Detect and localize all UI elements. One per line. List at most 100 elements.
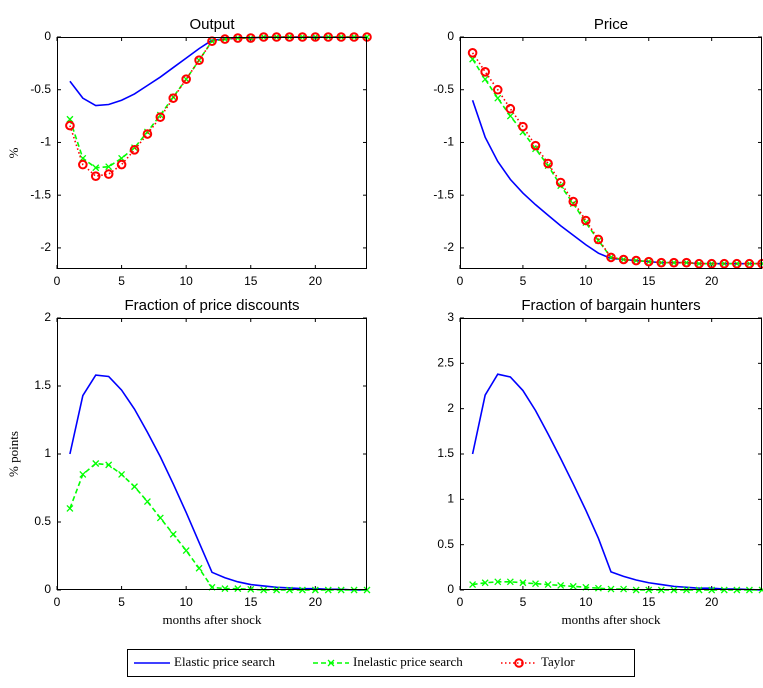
marker-x: [247, 34, 255, 42]
y-tick-label: 0.5: [437, 537, 454, 551]
marker-circle: [719, 258, 730, 269]
plot-area: [467, 48, 763, 269]
y-tick-label: -1: [40, 135, 51, 149]
marker-x: [594, 584, 602, 592]
marker-circle: [543, 158, 553, 169]
series-line: [471, 373, 763, 591]
marker-circle: [116, 159, 127, 170]
marker-x: [92, 164, 100, 172]
x-tick-label: 20: [705, 274, 719, 288]
axes-frame: [460, 318, 762, 590]
marker-circle: [245, 33, 256, 43]
chart-title: Price: [594, 16, 628, 33]
y-tick-label: 0: [447, 29, 454, 43]
marker-x: [683, 259, 690, 267]
y-tick-label: 2: [44, 310, 51, 324]
marker-x: [506, 112, 514, 120]
y-tick-label: -0.5: [30, 82, 51, 96]
x-tick-label: 5: [118, 595, 125, 609]
y-tick-label: 1: [447, 492, 454, 506]
x-tick-label: 0: [457, 595, 464, 609]
marker-circle: [233, 33, 243, 43]
marker-circle: [142, 129, 153, 139]
marker-x: [569, 582, 577, 590]
legend-box: [127, 649, 635, 677]
marker-x: [544, 581, 552, 589]
x-axis-label: months after shock: [163, 612, 262, 627]
marker-circle: [505, 103, 516, 114]
marker-x: [66, 504, 74, 512]
marker-x: [695, 260, 703, 268]
marker-circle: [669, 257, 679, 268]
marker-circle: [694, 258, 704, 269]
legend-label: Elastic price search: [174, 654, 276, 669]
y-tick-label: 0.5: [34, 514, 51, 528]
x-tick-label: 0: [457, 274, 464, 288]
marker-circle: [492, 84, 503, 95]
y-tick-label: -2: [443, 240, 454, 254]
series-line: [471, 52, 762, 265]
marker-x: [195, 564, 203, 572]
marker-x: [745, 260, 753, 268]
x-tick-label: 15: [244, 595, 258, 609]
marker-circle: [568, 196, 579, 207]
marker-x: [481, 75, 489, 83]
y-tick-label: 1: [44, 446, 51, 460]
y-tick-label: 0: [44, 582, 51, 596]
marker-x: [143, 498, 151, 506]
x-tick-label: 0: [54, 595, 61, 609]
x-tick-label: 15: [244, 274, 258, 288]
axes-frame: [57, 318, 367, 590]
marker-x: [327, 659, 335, 667]
marker-x: [182, 547, 190, 555]
x-tick-label: 20: [705, 595, 719, 609]
marker-circle: [744, 258, 755, 269]
marker-circle: [65, 120, 75, 131]
y-tick-label: -1: [443, 135, 454, 149]
legend-label: Taylor: [541, 654, 575, 669]
chart-title: Fraction of bargain hunters: [521, 297, 700, 314]
marker-x: [506, 578, 514, 586]
series-line: [69, 36, 367, 107]
marker-x: [469, 581, 477, 589]
marker-x: [657, 259, 665, 267]
x-tick-label: 20: [309, 274, 323, 288]
marker-circle: [606, 252, 616, 263]
marker-x: [234, 585, 242, 593]
x-tick-label: 0: [54, 274, 61, 288]
x-tick-label: 20: [309, 595, 323, 609]
y-tick-label: -1.5: [433, 187, 454, 201]
marker-x: [105, 461, 113, 469]
marker-x: [92, 460, 100, 467]
marker-circle: [518, 121, 528, 132]
marker-circle: [618, 254, 629, 265]
marker-circle: [593, 234, 604, 245]
marker-circle: [78, 159, 88, 170]
marker-x: [519, 579, 527, 587]
x-tick-label: 10: [179, 274, 193, 288]
series-line: [471, 58, 762, 265]
marker-circle: [480, 67, 490, 77]
marker-x: [221, 585, 229, 593]
marker-x: [131, 483, 138, 491]
chart-title: Fraction of price discounts: [124, 297, 299, 314]
y-tick-label: 2.5: [437, 356, 454, 370]
marker-x: [169, 530, 177, 538]
series-line: [69, 36, 367, 178]
marker-circle: [168, 93, 179, 103]
axes-frame: [460, 37, 762, 269]
marker-circle: [555, 177, 566, 188]
marker-circle: [631, 255, 641, 266]
series-line: [69, 462, 367, 591]
marker-circle: [681, 257, 692, 268]
y-tick-label: 0: [44, 29, 51, 43]
marker-circle: [220, 34, 230, 44]
x-tick-label: 5: [520, 274, 527, 288]
marker-circle: [514, 658, 524, 668]
marker-circle: [181, 74, 191, 84]
x-tick-label: 10: [579, 595, 593, 609]
y-tick-label: 2: [447, 401, 454, 415]
marker-x: [670, 259, 678, 267]
marker-circle: [103, 169, 114, 179]
